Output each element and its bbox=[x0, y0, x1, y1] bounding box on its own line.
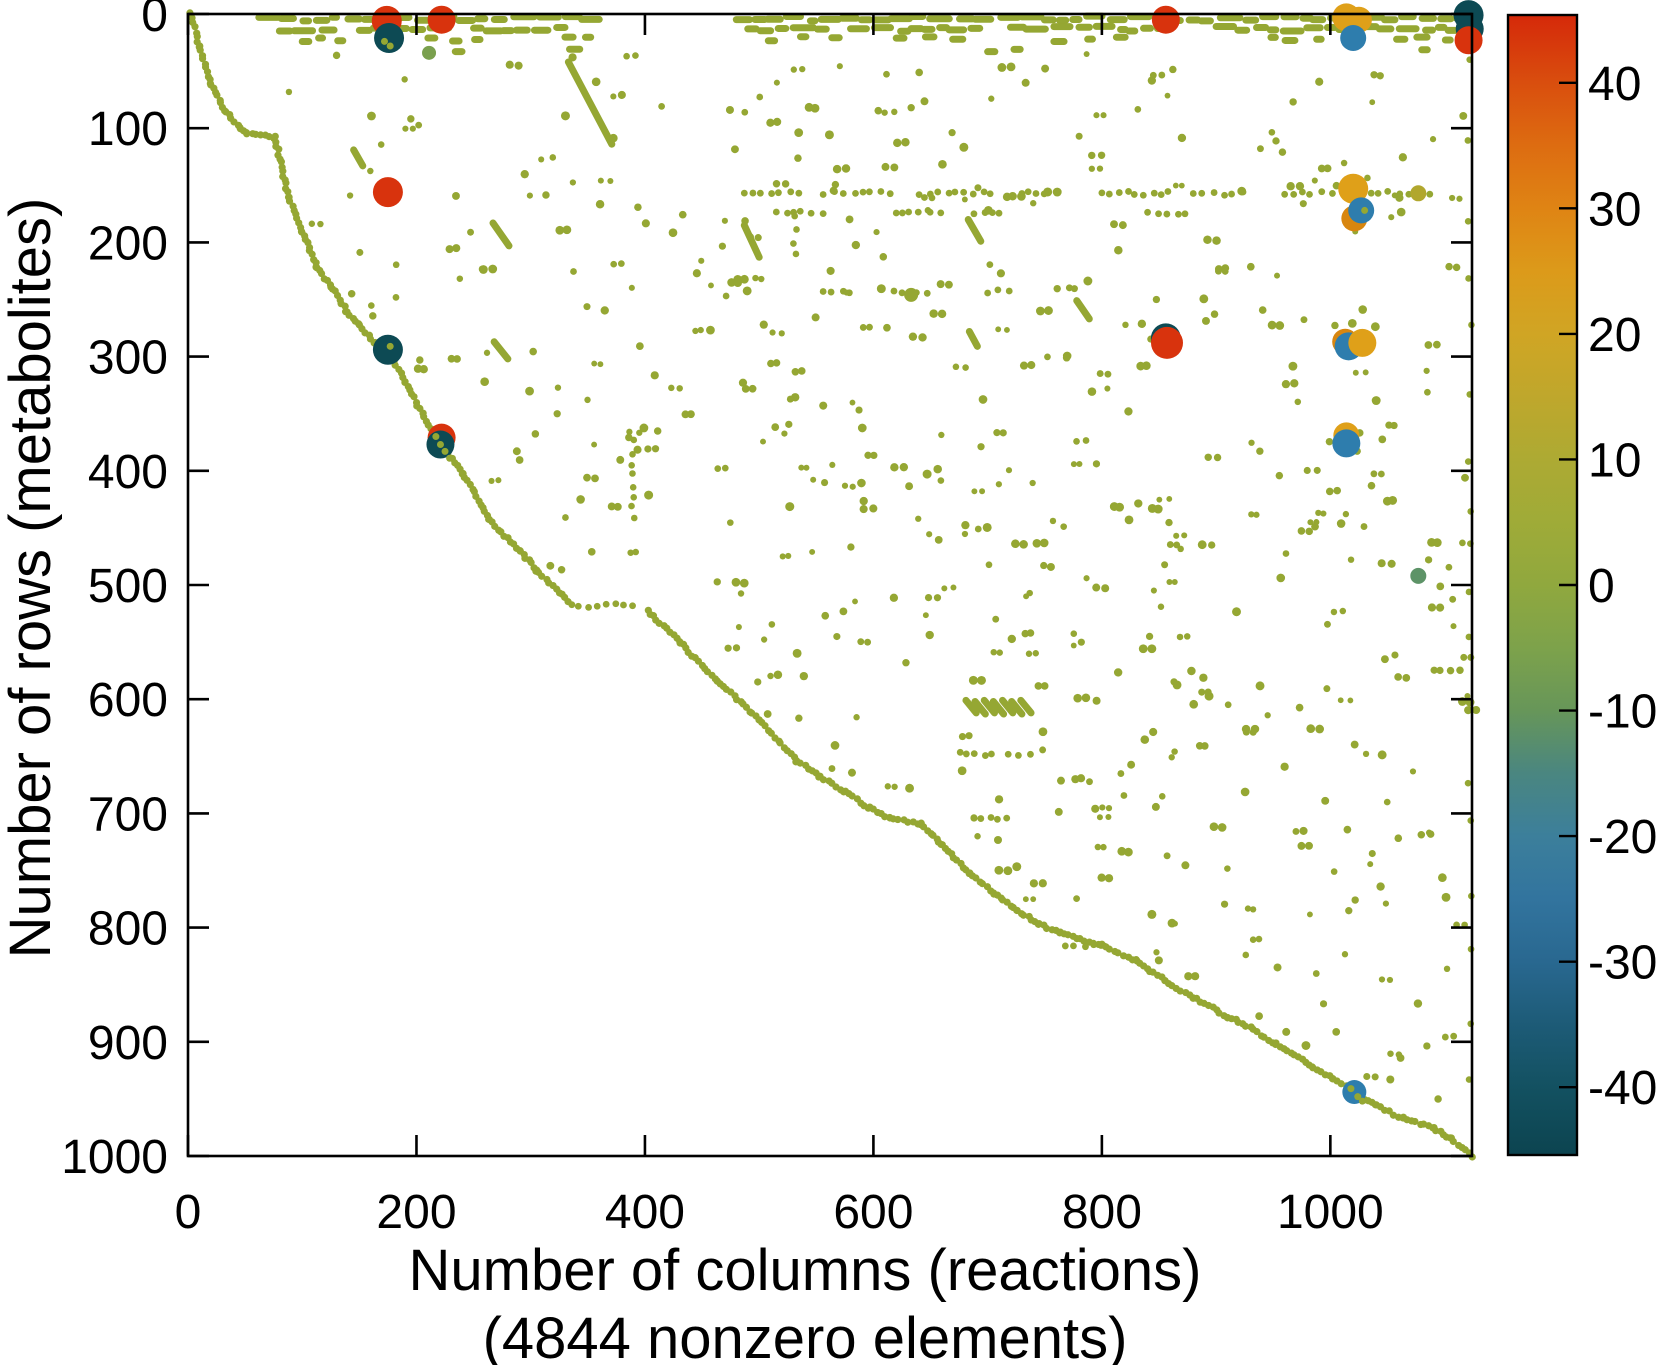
x-axis-sublabel: (4844 nonzero elements) bbox=[483, 1306, 1128, 1365]
colorbar-tick-label: 30 bbox=[1588, 183, 1641, 236]
colorbar-tick-label: 40 bbox=[1588, 58, 1641, 111]
x-tick-label: 0 bbox=[175, 1186, 202, 1239]
matrix-value-marker bbox=[372, 177, 403, 208]
matrix-value-marker bbox=[427, 5, 456, 34]
matrix-value-marker bbox=[374, 22, 405, 53]
x-tick-label: 800 bbox=[1062, 1186, 1142, 1239]
colorbar-tick-label: 10 bbox=[1588, 434, 1641, 487]
y-tick-label: 600 bbox=[88, 674, 168, 727]
colorbar-tick-label: 20 bbox=[1588, 309, 1641, 362]
y-tick-label: 100 bbox=[88, 103, 168, 156]
y-tick-label: 200 bbox=[88, 217, 168, 270]
matrix-value-marker bbox=[1338, 173, 1369, 204]
matrix-value-marker bbox=[1454, 26, 1483, 55]
colorbar-tick-label: -30 bbox=[1588, 937, 1656, 990]
y-tick-label: 400 bbox=[88, 446, 168, 499]
x-tick-label: 400 bbox=[605, 1186, 685, 1239]
x-tick-label: 600 bbox=[833, 1186, 913, 1239]
y-tick-label: 900 bbox=[88, 1017, 168, 1070]
x-axis-label: Number of columns (reactions) bbox=[409, 1238, 1202, 1303]
colorbar-tick-label: -40 bbox=[1588, 1062, 1656, 1115]
y-tick-label: 0 bbox=[141, 0, 168, 42]
matrix-value-marker bbox=[1340, 24, 1367, 51]
y-tick-label: 500 bbox=[88, 560, 168, 613]
matrix-value-marker bbox=[372, 334, 403, 365]
matrix-value-marker bbox=[1348, 328, 1377, 357]
y-tick-label: 800 bbox=[88, 903, 168, 956]
matrix-value-marker bbox=[1332, 429, 1361, 458]
colorbar-tick-label: -10 bbox=[1588, 686, 1656, 739]
matrix-value-marker bbox=[1410, 567, 1427, 584]
y-axis-label: Number of rows (metabolites) bbox=[0, 198, 63, 959]
overlay-dots bbox=[380, 37, 1369, 1105]
colorbar-tick-label: 0 bbox=[1588, 560, 1615, 613]
tick-labels: 0 200 400 600 800 100001002003004005006007008… bbox=[61, 0, 1384, 1239]
x-tick-label: 200 bbox=[376, 1186, 456, 1239]
special-markers bbox=[371, 0, 1484, 1105]
matrix-value-marker bbox=[1151, 5, 1180, 34]
colorbar-tick-label: -20 bbox=[1588, 811, 1656, 864]
colorbar: 40 30 20 10 0 -10 -20 -30 -40 bbox=[1506, 13, 1656, 1157]
x-tick-label: 1000 bbox=[1277, 1186, 1384, 1239]
matrix-value-marker bbox=[1150, 326, 1183, 359]
y-tick-label: 300 bbox=[88, 332, 168, 385]
y-tick-label: 700 bbox=[88, 788, 168, 841]
axes-frame bbox=[186, 12, 1474, 1158]
y-tick-label: 1000 bbox=[61, 1131, 168, 1184]
